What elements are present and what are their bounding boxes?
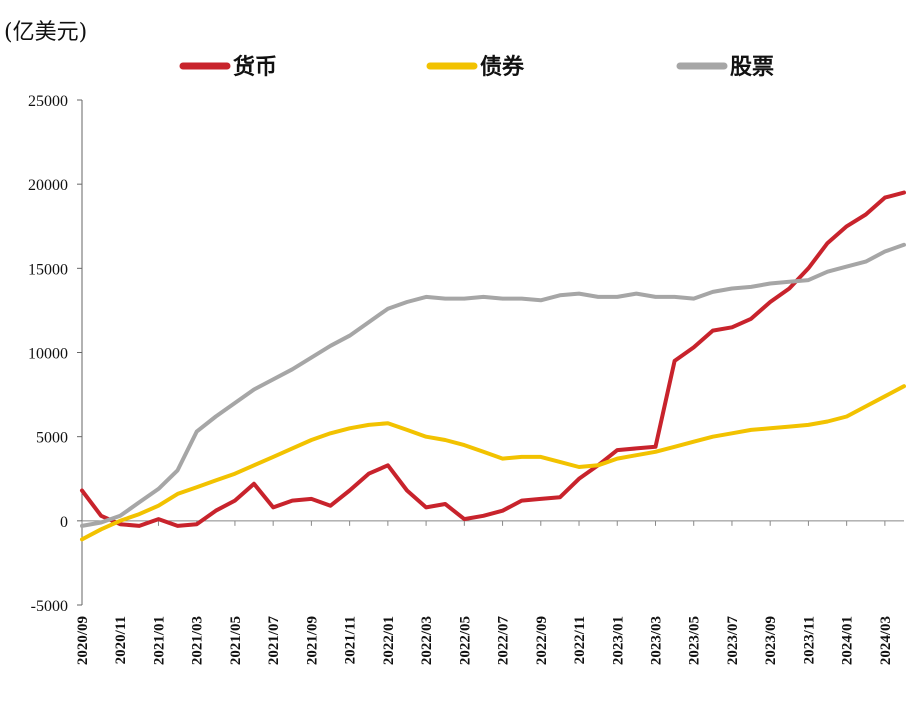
legend-label-1: 债券 — [480, 54, 525, 80]
legend-label-0: 货币 — [233, 54, 277, 80]
x-tick-label: 2021/05 — [228, 616, 244, 665]
x-tick-label: 2022/11 — [572, 616, 588, 664]
x-tick-label: 2023/01 — [610, 616, 626, 665]
x-tick-label: 2022/05 — [457, 616, 473, 665]
y-tick-label: 15000 — [28, 261, 68, 278]
y-tick-label: 25000 — [28, 93, 68, 110]
legend-label-2: 股票 — [730, 55, 774, 80]
x-tick-label: 2023/09 — [763, 616, 779, 665]
series-group — [80, 190, 906, 542]
x-tick-label: 2023/11 — [801, 616, 817, 664]
x-tick-label: 2021/07 — [266, 616, 282, 666]
y-tick-label: 20000 — [28, 177, 68, 194]
x-tick-label: 2022/03 — [419, 616, 435, 665]
y-unit-label: (亿美元) — [4, 20, 88, 45]
legend: 货币 债券 股票 — [179, 54, 774, 80]
series-line-2 — [80, 242, 906, 528]
x-tick-label: 2022/01 — [381, 616, 397, 665]
x-tick-label: 2022/07 — [496, 616, 512, 666]
x-tick-label: 2024/03 — [878, 616, 894, 665]
x-axis: 2020/09 2020/11 2021/01 2021/03 2021/05 2021/… — [75, 520, 904, 666]
x-tick-label: 2022/09 — [534, 616, 550, 665]
x-tick-label: 2021/01 — [151, 616, 167, 665]
y-tick-label: 5000 — [36, 430, 68, 447]
x-tick-label: 2020/11 — [113, 616, 129, 664]
x-tick-label: 2020/09 — [75, 616, 91, 665]
x-tick-label: 2024/01 — [840, 616, 856, 665]
y-axis: 25000 20000 15000 10000 5000 0 -5000 — [28, 93, 83, 615]
x-tick-label: 2021/11 — [343, 616, 359, 664]
y-tick-label: 10000 — [28, 346, 68, 363]
y-tick-label: -5000 — [31, 598, 68, 615]
x-tick-label: 2021/03 — [190, 616, 206, 665]
x-tick-label: 2023/03 — [648, 616, 664, 665]
x-tick-label: 2023/07 — [725, 616, 741, 666]
x-tick-label: 2023/05 — [687, 616, 703, 665]
series-line-0 — [80, 190, 906, 528]
series-line-1 — [80, 384, 906, 542]
y-tick-label: 0 — [60, 514, 68, 531]
x-tick-label: 2021/09 — [304, 616, 320, 665]
